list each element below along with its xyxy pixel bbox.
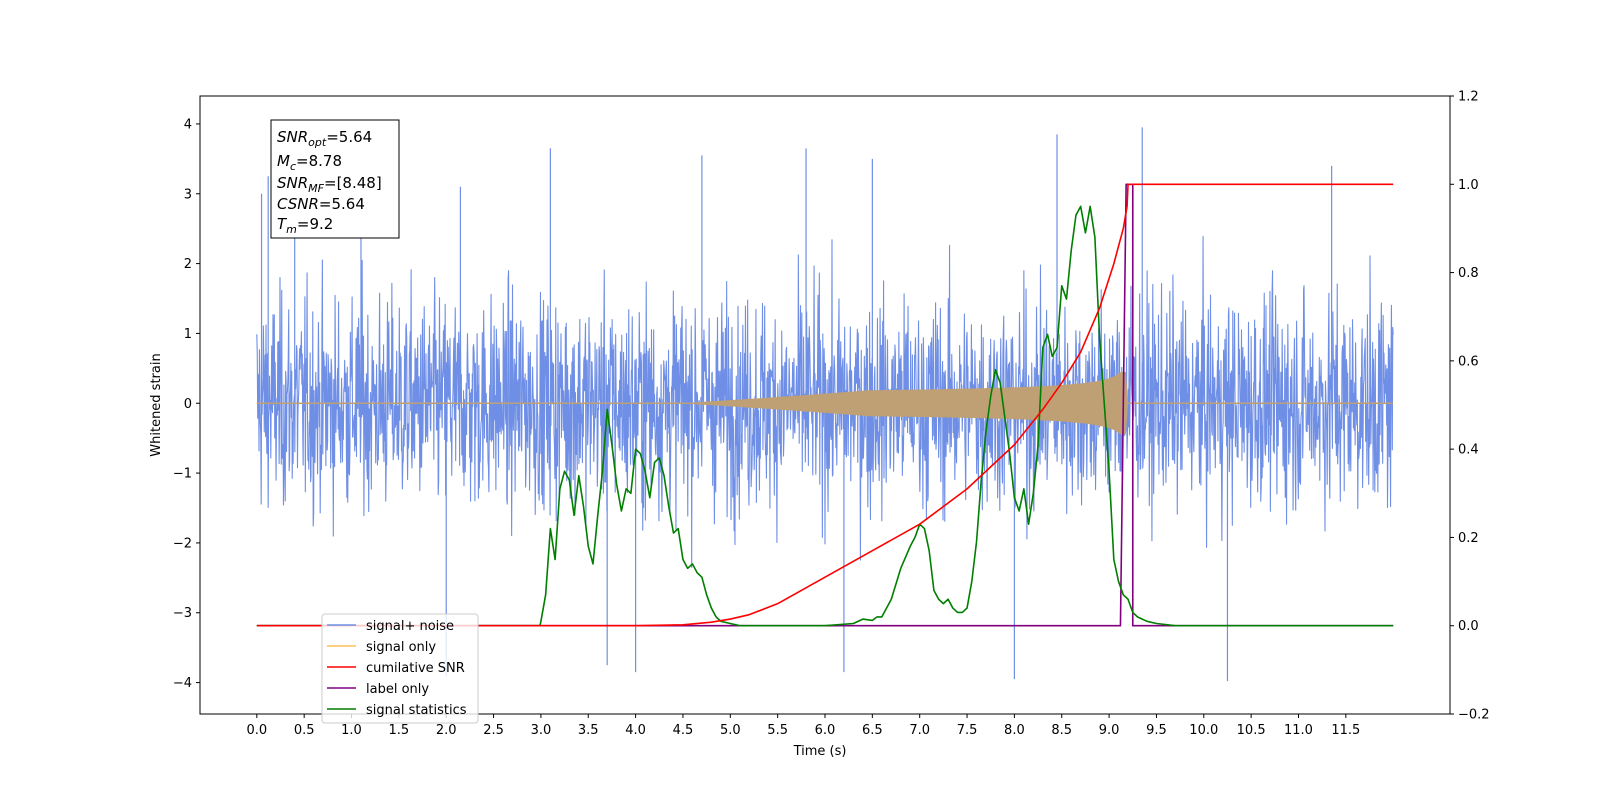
x-tick-label: 9.0 bbox=[1099, 723, 1120, 738]
series-signal-noise bbox=[256, 235, 1394, 569]
y-axis-left: 4 3 2 1 0 −1 −2 −3 −4 bbox=[173, 117, 200, 691]
x-tick-label: 2.0 bbox=[436, 723, 457, 738]
annotation-snr-mf: SNRMF=[8.48] bbox=[277, 174, 382, 195]
legend-item-signal-statistics: signal statistics bbox=[327, 703, 467, 718]
chart-marks bbox=[256, 127, 1394, 682]
legend-item-cumulative-snr: cumilative SNR bbox=[327, 661, 465, 676]
y-axis-right: 1.2 1.0 0.8 0.6 0.4 0.2 0.0 −0.2 bbox=[1450, 90, 1490, 723]
annotation-tm: Tm=9.2 bbox=[277, 215, 333, 236]
x-tick-label: 9.5 bbox=[1146, 723, 1167, 738]
x-tick-label: 0.0 bbox=[246, 723, 267, 738]
svg-text:cumilative SNR: cumilative SNR bbox=[366, 661, 465, 676]
x-tick-label: 1.0 bbox=[341, 723, 362, 738]
x-tick-label: 6.5 bbox=[862, 723, 883, 738]
annotation-csnr: CSNR=5.64 bbox=[277, 195, 365, 213]
x-tick-label: 0.5 bbox=[294, 723, 315, 738]
annotation-mc: Mc=8.78 bbox=[277, 152, 342, 173]
y-right-tick-label: −0.2 bbox=[1458, 708, 1490, 723]
x-tick-label: 5.5 bbox=[767, 723, 788, 738]
x-tick-label: 5.0 bbox=[720, 723, 741, 738]
x-tick-label: 8.5 bbox=[1051, 723, 1072, 738]
y-left-tick-label: −2 bbox=[173, 536, 192, 551]
y-left-tick-label: −1 bbox=[173, 467, 192, 482]
annotation-box: SNRopt=5.64 Mc=8.78 SNRMF=[8.48] CSNR=5.… bbox=[270, 119, 400, 239]
y-right-tick-label: 1.2 bbox=[1458, 90, 1479, 105]
x-axis-label: Time (s) bbox=[793, 744, 847, 759]
x-tick-label: 4.0 bbox=[625, 723, 646, 738]
x-tick-label: 1.5 bbox=[389, 723, 410, 738]
svg-text:signal statistics: signal statistics bbox=[366, 703, 467, 718]
x-tick-label: 11.0 bbox=[1284, 723, 1313, 738]
svg-text:signal only: signal only bbox=[366, 640, 436, 655]
y-axis-label: Whitened strain bbox=[149, 353, 164, 456]
y-right-tick-label: 0.0 bbox=[1458, 619, 1479, 634]
y-left-tick-label: 4 bbox=[184, 117, 192, 132]
svg-text:label only: label only bbox=[366, 682, 429, 697]
x-tick-label: 11.5 bbox=[1331, 723, 1360, 738]
y-right-tick-label: 0.6 bbox=[1458, 354, 1479, 369]
y-left-tick-label: 3 bbox=[184, 187, 192, 202]
x-tick-label: 3.5 bbox=[578, 723, 599, 738]
y-right-tick-label: 0.2 bbox=[1458, 531, 1479, 546]
legend-item-label: label only bbox=[327, 682, 429, 697]
legend: signal+ noise signal only cumilative SNR… bbox=[321, 613, 479, 724]
y-left-tick-label: 1 bbox=[184, 327, 192, 342]
x-tick-label: 10.5 bbox=[1237, 723, 1266, 738]
svg-text:signal+ noise: signal+ noise bbox=[366, 619, 454, 634]
x-tick-label: 8.0 bbox=[1004, 723, 1025, 738]
x-tick-label: 3.0 bbox=[531, 723, 552, 738]
y-left-tick-label: −4 bbox=[173, 676, 192, 691]
legend-item-signal-only: signal only bbox=[327, 640, 436, 655]
x-tick-label: 2.5 bbox=[483, 723, 504, 738]
y-right-tick-label: 0.8 bbox=[1458, 266, 1479, 281]
legend-item-signal-noise: signal+ noise bbox=[327, 619, 454, 634]
y-right-tick-label: 1.0 bbox=[1458, 178, 1479, 193]
series-cumulative-snr bbox=[256, 183, 1394, 627]
y-left-tick-label: 2 bbox=[184, 257, 192, 272]
annotation-snr-opt: SNRopt=5.64 bbox=[277, 128, 372, 149]
x-tick-label: 7.0 bbox=[909, 723, 930, 738]
x-axis: 0.0 0.5 1.0 1.5 2.0 2.5 3.0 3.5 4.0 4.5 5.0 5.5 6.0 6… bbox=[246, 714, 1360, 738]
y-right-tick-label: 0.4 bbox=[1458, 443, 1479, 458]
y-left-tick-label: −3 bbox=[173, 606, 192, 621]
x-tick-label: 4.5 bbox=[673, 723, 694, 738]
y-left-tick-label: 0 bbox=[184, 397, 192, 412]
series-signal-statistics bbox=[256, 205, 1394, 627]
x-tick-label: 10.0 bbox=[1189, 723, 1218, 738]
x-tick-label: 7.5 bbox=[957, 723, 978, 738]
x-tick-label: 6.0 bbox=[815, 723, 836, 738]
